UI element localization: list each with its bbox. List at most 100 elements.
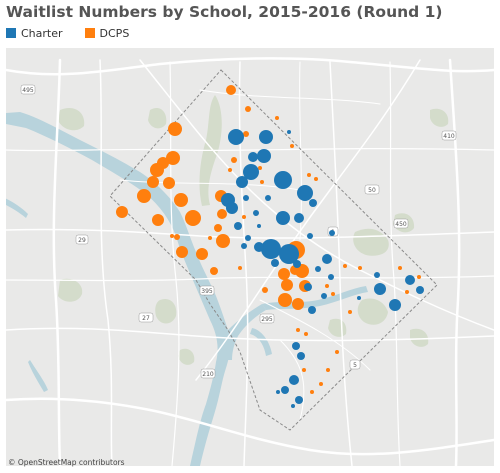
charter-school-bubble[interactable] bbox=[416, 286, 424, 294]
charter-school-bubble[interactable] bbox=[374, 272, 380, 278]
dcps-school-bubble[interactable] bbox=[302, 368, 306, 372]
charter-school-bubble[interactable] bbox=[276, 211, 290, 225]
charter-school-bubble[interactable] bbox=[308, 306, 316, 314]
charter-school-bubble[interactable] bbox=[226, 202, 238, 214]
charter-school-bubble[interactable] bbox=[261, 239, 281, 259]
charter-school-bubble[interactable] bbox=[328, 274, 334, 280]
charter-school-bubble[interactable] bbox=[281, 386, 289, 394]
dcps-school-bubble[interactable] bbox=[176, 246, 188, 258]
charter-school-bubble[interactable] bbox=[287, 130, 291, 134]
charter-school-bubble[interactable] bbox=[279, 244, 299, 264]
charter-school-bubble[interactable] bbox=[245, 235, 251, 241]
dcps-school-bubble[interactable] bbox=[196, 248, 208, 260]
dcps-school-bubble[interactable] bbox=[296, 328, 300, 332]
dcps-school-bubble[interactable] bbox=[174, 234, 180, 240]
dcps-school-bubble[interactable] bbox=[174, 193, 188, 207]
charter-school-bubble[interactable] bbox=[241, 243, 247, 249]
dcps-school-bubble[interactable] bbox=[242, 215, 246, 219]
charter-school-bubble[interactable] bbox=[276, 390, 280, 394]
dcps-school-bubble[interactable] bbox=[150, 163, 164, 177]
charter-school-bubble[interactable] bbox=[236, 176, 248, 188]
charter-school-bubble[interactable] bbox=[271, 259, 279, 267]
dcps-school-bubble[interactable] bbox=[417, 275, 421, 279]
dcps-school-bubble[interactable] bbox=[163, 177, 175, 189]
dcps-school-bubble[interactable] bbox=[185, 210, 201, 226]
charter-school-bubble[interactable] bbox=[259, 130, 273, 144]
dcps-school-bubble[interactable] bbox=[262, 287, 268, 293]
charter-school-bubble[interactable] bbox=[228, 129, 244, 145]
charter-school-bubble[interactable] bbox=[374, 283, 386, 295]
charter-school-bubble[interactable] bbox=[292, 342, 300, 350]
dcps-school-bubble[interactable] bbox=[358, 266, 362, 270]
dcps-school-bubble[interactable] bbox=[214, 224, 222, 232]
dcps-school-bubble[interactable] bbox=[348, 310, 352, 314]
charter-school-bubble[interactable] bbox=[291, 404, 295, 408]
dcps-school-bubble[interactable] bbox=[281, 279, 293, 291]
dcps-school-bubble[interactable] bbox=[304, 332, 308, 336]
charter-school-bubble[interactable] bbox=[257, 149, 271, 163]
dcps-school-bubble[interactable] bbox=[278, 268, 290, 280]
dcps-school-bubble[interactable] bbox=[314, 177, 318, 181]
dcps-school-bubble[interactable] bbox=[326, 368, 330, 372]
dcps-school-bubble[interactable] bbox=[116, 206, 128, 218]
dcps-school-bubble[interactable] bbox=[258, 166, 262, 170]
legend-item-dcps[interactable]: DCPS bbox=[84, 27, 129, 40]
dcps-school-bubble[interactable] bbox=[331, 292, 335, 296]
charter-school-bubble[interactable] bbox=[274, 171, 292, 189]
charter-school-bubble[interactable] bbox=[307, 233, 313, 239]
charter-school-bubble[interactable] bbox=[254, 242, 264, 252]
charter-school-bubble[interactable] bbox=[293, 260, 301, 268]
charter-school-bubble[interactable] bbox=[243, 195, 249, 201]
charter-school-bubble[interactable] bbox=[389, 299, 401, 311]
dcps-school-bubble[interactable] bbox=[210, 267, 218, 275]
charter-school-bubble[interactable] bbox=[234, 222, 242, 230]
charter-school-bubble[interactable] bbox=[243, 164, 259, 180]
charter-school-bubble[interactable] bbox=[322, 254, 332, 264]
dcps-school-bubble[interactable] bbox=[147, 176, 159, 188]
charter-school-bubble[interactable] bbox=[405, 275, 415, 285]
dcps-school-bubble[interactable] bbox=[343, 264, 347, 268]
charter-school-bubble[interactable] bbox=[257, 224, 261, 228]
dcps-school-bubble[interactable] bbox=[137, 189, 151, 203]
dcps-school-bubble[interactable] bbox=[335, 350, 339, 354]
charter-school-bubble[interactable] bbox=[329, 230, 335, 236]
charter-school-bubble[interactable] bbox=[297, 352, 305, 360]
dcps-school-bubble[interactable] bbox=[319, 382, 323, 386]
charter-school-bubble[interactable] bbox=[295, 396, 303, 404]
dcps-school-bubble[interactable] bbox=[325, 284, 329, 288]
charter-school-bubble[interactable] bbox=[248, 152, 258, 162]
dcps-school-bubble[interactable] bbox=[216, 234, 230, 248]
charter-school-bubble[interactable] bbox=[321, 293, 327, 299]
dcps-school-bubble[interactable] bbox=[243, 131, 249, 137]
dcps-school-bubble[interactable] bbox=[260, 180, 264, 184]
charter-school-bubble[interactable] bbox=[294, 213, 304, 223]
dcps-school-bubble[interactable] bbox=[231, 157, 237, 163]
charter-school-bubble[interactable] bbox=[304, 283, 312, 291]
dcps-school-bubble[interactable] bbox=[398, 266, 402, 270]
dcps-school-bubble[interactable] bbox=[245, 106, 251, 112]
dcps-school-bubble[interactable] bbox=[228, 168, 232, 172]
dcps-school-bubble[interactable] bbox=[170, 234, 174, 238]
charter-school-bubble[interactable] bbox=[289, 375, 299, 385]
map[interactable]: 495 410 450 295 395 50 27 210 1 5 29 bbox=[6, 48, 494, 466]
dcps-school-bubble[interactable] bbox=[310, 390, 314, 394]
dcps-school-bubble[interactable] bbox=[217, 209, 227, 219]
dcps-school-bubble[interactable] bbox=[307, 173, 311, 177]
dcps-school-bubble[interactable] bbox=[208, 236, 212, 240]
dcps-school-bubble[interactable] bbox=[278, 293, 292, 307]
charter-school-bubble[interactable] bbox=[297, 185, 313, 201]
charter-school-bubble[interactable] bbox=[315, 266, 321, 272]
charter-school-bubble[interactable] bbox=[253, 210, 259, 216]
dcps-school-bubble[interactable] bbox=[226, 85, 236, 95]
dcps-school-bubble[interactable] bbox=[238, 266, 242, 270]
dcps-school-bubble[interactable] bbox=[405, 290, 409, 294]
charter-school-bubble[interactable] bbox=[357, 296, 361, 300]
legend-item-charter[interactable]: Charter bbox=[6, 27, 63, 40]
dcps-school-bubble[interactable] bbox=[152, 214, 164, 226]
dcps-school-bubble[interactable] bbox=[292, 298, 304, 310]
dcps-school-bubble[interactable] bbox=[275, 116, 279, 120]
charter-school-bubble[interactable] bbox=[309, 199, 317, 207]
dcps-school-bubble[interactable] bbox=[168, 122, 182, 136]
dcps-school-bubble[interactable] bbox=[290, 144, 294, 148]
dcps-school-bubble[interactable] bbox=[166, 151, 180, 165]
